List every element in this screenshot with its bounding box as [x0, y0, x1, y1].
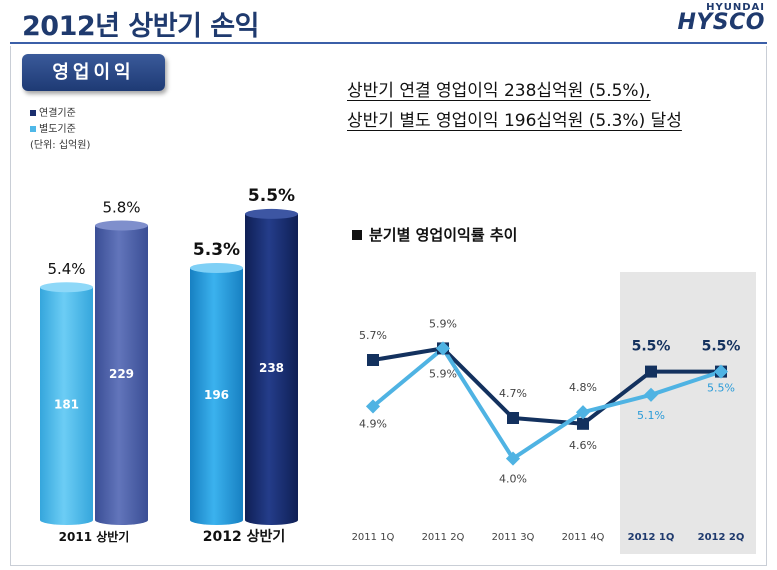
- line-chart-title-text: 분기별 영업이익률 추이: [369, 226, 518, 244]
- legend-swatch-consolidated: [30, 110, 36, 116]
- bar-legend: 연결기준 별도기준 (단위: 십억원): [30, 106, 90, 154]
- page-title: 2012년 상반기 손익: [22, 11, 260, 42]
- line-chart-title: 분기별 영업이익률 추이: [352, 224, 517, 245]
- section-tag: 영업이익: [22, 54, 165, 91]
- legend-item-consolidated: 연결기준: [30, 106, 90, 122]
- logo-main-text: HYSCO: [677, 10, 765, 35]
- headline-line-1: 상반기 연결 영업이익 238십억원 (5.5%),: [347, 81, 651, 101]
- legend-label-consolidated: 연결기준: [39, 108, 76, 119]
- content-panel: [10, 46, 767, 566]
- legend-label-separate: 별도기준: [39, 124, 76, 135]
- title-divider: [10, 42, 767, 44]
- legend-item-separate: 별도기준: [30, 122, 90, 138]
- legend-unit: (단위: 십억원): [30, 140, 91, 151]
- headline: 상반기 연결 영업이익 238십억원 (5.5%), 상반기 별도 영업이익 1…: [347, 76, 682, 136]
- headline-line-2: 상반기 별도 영업이익 196십억원 (5.3%) 달성: [347, 111, 682, 131]
- square-bullet-icon: [352, 230, 362, 240]
- logo-top-text: HYUNDAI: [706, 2, 765, 13]
- legend-swatch-separate: [30, 126, 36, 132]
- company-logo: HYUNDAI HYSCO: [677, 2, 765, 35]
